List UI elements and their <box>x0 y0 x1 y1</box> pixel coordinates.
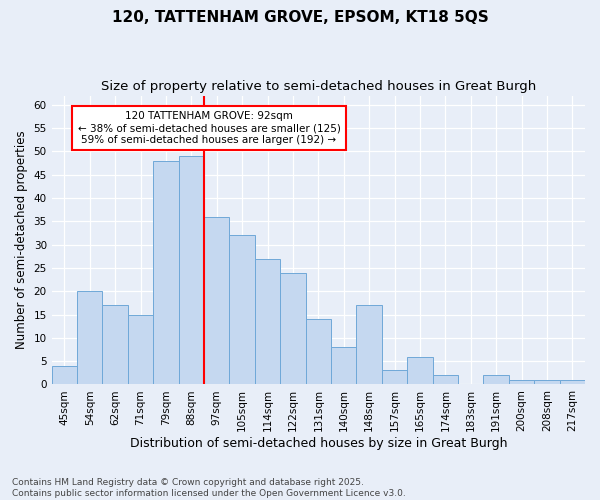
Bar <box>52 366 77 384</box>
Bar <box>331 347 356 385</box>
Bar <box>509 380 534 384</box>
Text: Contains HM Land Registry data © Crown copyright and database right 2025.
Contai: Contains HM Land Registry data © Crown c… <box>12 478 406 498</box>
Bar <box>356 305 382 384</box>
Bar <box>153 161 179 384</box>
Bar <box>255 258 280 384</box>
Bar <box>407 356 433 384</box>
Bar <box>305 319 331 384</box>
Text: 120 TATTENHAM GROVE: 92sqm
← 38% of semi-detached houses are smaller (125)
59% o: 120 TATTENHAM GROVE: 92sqm ← 38% of semi… <box>77 112 340 144</box>
Text: 120, TATTENHAM GROVE, EPSOM, KT18 5QS: 120, TATTENHAM GROVE, EPSOM, KT18 5QS <box>112 10 488 25</box>
Bar <box>103 305 128 384</box>
Bar <box>77 292 103 384</box>
Bar <box>280 272 305 384</box>
Bar <box>484 375 509 384</box>
Bar <box>128 314 153 384</box>
Title: Size of property relative to semi-detached houses in Great Burgh: Size of property relative to semi-detach… <box>101 80 536 93</box>
Bar <box>534 380 560 384</box>
Bar <box>179 156 204 384</box>
Bar <box>229 236 255 384</box>
Bar <box>382 370 407 384</box>
X-axis label: Distribution of semi-detached houses by size in Great Burgh: Distribution of semi-detached houses by … <box>130 437 507 450</box>
Bar <box>560 380 585 384</box>
Y-axis label: Number of semi-detached properties: Number of semi-detached properties <box>15 130 28 350</box>
Bar <box>204 216 229 384</box>
Bar <box>433 375 458 384</box>
